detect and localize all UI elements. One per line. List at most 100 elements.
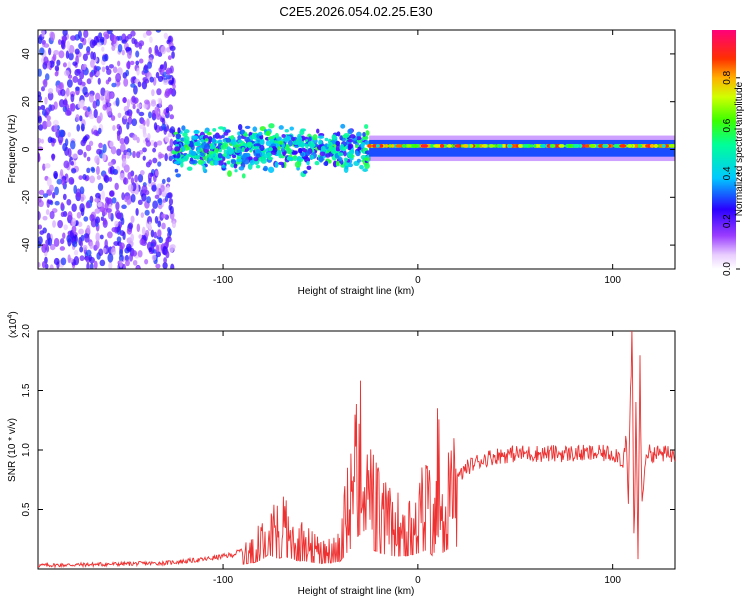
spectrogram-cell [97,182,104,192]
spectrogram-cell [41,30,45,38]
spectrogram-cell [283,136,288,141]
spectrogram-cell [190,150,197,156]
spectrogram-cell [172,83,176,90]
spectrogram-cell [168,198,174,206]
spectrogram-cell [71,167,77,174]
spectrogram-cell [93,65,97,75]
spectrogram-cell [133,97,139,104]
spectrogram-cell [298,148,303,154]
spectrogram-cell [53,257,60,266]
spectrogram-cell [375,144,380,148]
x-tick-label: 100 [604,575,621,586]
spectrogram-cell [60,89,66,97]
spectrogram-cell [144,258,149,265]
spectrogram-cell [130,177,135,185]
spectrogram-cell [98,142,103,149]
spectrogram-cell [146,118,150,127]
spectrogram-cell [340,123,346,129]
spectrogram-cell [162,71,167,78]
spectrogram-cell [60,257,67,266]
spectrogram-cell [49,243,56,251]
spectrogram-cell [132,259,138,266]
spectrogram-cell [130,193,136,203]
spectrogram-cell [236,149,241,153]
spectrogram-cell [337,152,345,156]
spectrogram-cell [124,136,130,145]
spectrogram-cell [202,164,206,172]
spectrogram-cell [120,143,126,153]
spectrogram-cell [117,43,123,53]
spectrogram-cell [115,72,122,83]
spectrogram-cell [84,233,90,243]
spectrogram-cell [127,184,134,192]
spectrogram-cell [165,74,172,80]
spectrogram-cell [349,134,356,139]
spectrogram-cell [196,139,201,146]
y-tick-label: -20 [21,190,32,205]
spectrogram-cell [95,92,101,102]
spectrogram-cell [150,229,155,238]
spectrogram-cell [88,93,94,103]
spectrogram-cell [103,31,109,38]
spectrogram-cell [160,45,167,55]
spectrogram-cell [226,161,231,165]
spectrogram-cell [142,155,146,161]
spectrogram-cell [50,31,56,41]
spectrogram-cell [143,64,148,71]
spectrogram-cell [183,135,190,142]
spectrogram-cell [46,177,52,187]
spectrogram-cell [297,157,302,162]
spectrogram-cell [102,143,107,153]
spectrogram-cell [108,176,113,182]
spectrogram-cell [82,53,88,62]
spectrogram-cell [38,36,43,45]
spectrogram-cell [127,33,133,40]
spectrogram-cell [116,236,122,243]
spectrogram-cell [114,220,119,228]
spectrogram-cell [102,104,108,111]
spectrogram-cell [126,200,131,206]
spectrogram-cell [121,204,127,210]
spectrogram-cell [124,110,130,116]
spectrogram-cell [169,45,176,52]
spectrogram-cell [72,241,78,248]
snr-multiplier: (x104) [7,311,19,338]
spectrogram-cell [225,129,231,133]
spectrogram-cell [45,209,50,215]
spectrogram-cell [66,79,73,88]
spectrogram-cell [106,68,112,75]
spectrogram-cell [63,98,68,108]
spectrogram-cell [40,86,45,92]
spectrogram-cell [173,161,180,165]
spectrogram-cell [145,229,150,238]
spectrogram-cell [148,159,153,166]
spectrogram-cell [119,137,125,145]
spectrogram-cell [212,134,217,139]
spectrogram-cell [123,77,129,87]
spectrogram-cell [613,144,619,148]
spectrogram-cell [116,148,122,156]
spectrogram-cell [131,118,138,127]
spectrogram-cell [96,42,102,47]
snr-panel: -100 0 100 0.5 1.0 1.5 2.0 Height of straight … [7,311,676,597]
spectrogram-cell [122,97,127,104]
spectrogram-cell [89,175,96,184]
spectrogram-cell [163,32,169,39]
spectrogram-cell [157,197,163,206]
spectrogram-cell [82,173,87,181]
spectrogram-cell [138,42,143,50]
spectrogram-cell [230,159,237,164]
spectrogram-cell [462,144,469,148]
spectrogram-cell [58,99,65,108]
spectrogram-cell [62,62,67,68]
spectrogram-cell [121,49,125,56]
spectrogram-cell [53,170,58,179]
spectrogram-cell [42,215,48,221]
spectrogram-cell [83,30,89,38]
y-tick-label: 0.5 [21,502,32,516]
spectrogram-cell [547,144,551,148]
spectrogram-cell [116,81,121,86]
spectrogram-cell [132,134,138,141]
spectrogram-cell [110,115,116,121]
spectrogram-cell [260,140,264,145]
